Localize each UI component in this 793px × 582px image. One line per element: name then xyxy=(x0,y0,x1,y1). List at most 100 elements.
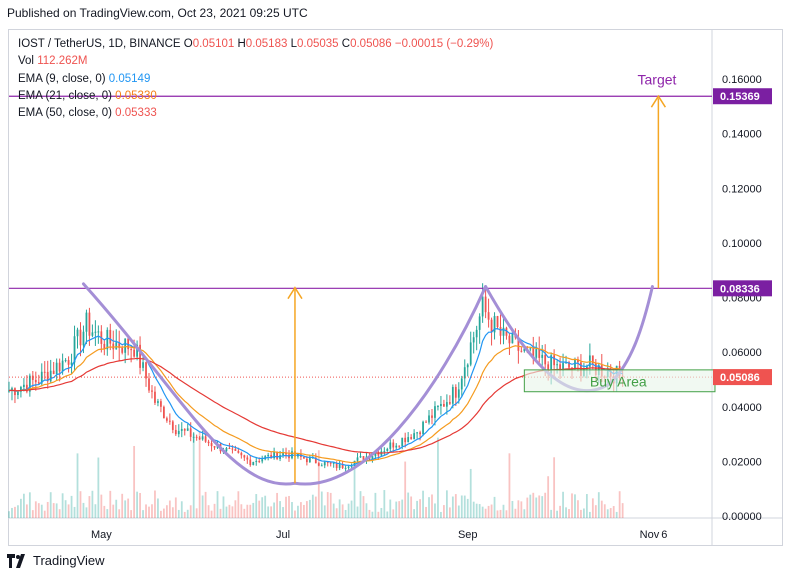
volume-bar xyxy=(490,504,493,518)
volume-bar xyxy=(279,501,281,518)
volume-bar xyxy=(520,501,523,518)
candle-body xyxy=(356,457,359,461)
candle-body xyxy=(246,457,249,460)
candle-body xyxy=(249,459,252,466)
candle-body xyxy=(43,371,46,373)
volume-bar xyxy=(499,509,502,518)
volume-bar xyxy=(544,492,547,518)
volume-bar xyxy=(591,498,594,518)
target-arrow-head xyxy=(287,286,303,300)
volume-bar xyxy=(25,504,28,518)
volume-bar xyxy=(380,507,383,518)
candle-body xyxy=(469,342,472,365)
candle-body xyxy=(523,348,526,352)
candle-body xyxy=(276,451,278,459)
candle-body xyxy=(568,362,570,368)
volume-bar xyxy=(207,505,210,518)
candle-body xyxy=(437,406,439,408)
volume-bar xyxy=(392,509,395,518)
candle-body xyxy=(64,360,67,362)
candle-body xyxy=(237,450,240,453)
volume-bar xyxy=(189,505,192,518)
volume-bar xyxy=(344,509,347,518)
volume-bar xyxy=(127,498,130,518)
candle-body xyxy=(130,349,133,351)
candle-body xyxy=(547,364,550,374)
candle-body xyxy=(234,449,237,451)
candle-body xyxy=(323,461,326,466)
candle-body xyxy=(398,445,401,447)
change-value: −0.00015 (−0.29%) xyxy=(394,38,494,50)
candle-body xyxy=(425,421,427,423)
volume-bar xyxy=(487,505,490,518)
volume-bar xyxy=(55,503,58,518)
volume-bar xyxy=(174,497,177,518)
volume-bar xyxy=(422,490,424,518)
y-tick-label: 0.14000 xyxy=(722,129,762,141)
volume-bar xyxy=(124,500,127,518)
x-tick-label: Sep xyxy=(458,529,478,541)
legend-ema21-row: EMA (21, close, 0) 0.05330 xyxy=(18,88,493,105)
candle-body xyxy=(314,457,317,464)
volume-bar xyxy=(70,495,73,518)
candle-body xyxy=(133,349,136,357)
y-tick-label: 0.04000 xyxy=(722,402,762,414)
candle-body xyxy=(189,428,192,437)
volume-bar xyxy=(472,501,475,518)
volume-bar xyxy=(255,494,258,518)
candle-body xyxy=(115,342,118,350)
candle-body xyxy=(165,418,168,421)
candle-body xyxy=(511,333,514,344)
candle-body xyxy=(252,461,255,466)
volume-bar xyxy=(61,493,64,518)
legend-volume-row: Vol 112.262M xyxy=(18,53,493,70)
cup-pattern-curve xyxy=(81,282,488,486)
candle-body xyxy=(136,344,138,357)
candle-body xyxy=(410,437,413,439)
candle-body xyxy=(484,296,487,313)
candle-body xyxy=(359,456,362,458)
volume-bar xyxy=(115,499,118,518)
volume-bar xyxy=(303,504,305,518)
volume-bar xyxy=(502,504,505,518)
volume-bar xyxy=(64,500,67,518)
volume-bar xyxy=(437,437,439,518)
volume-bar xyxy=(514,508,517,518)
volume-bar xyxy=(523,509,526,518)
close-label: C xyxy=(341,38,351,50)
candle-body xyxy=(431,415,433,418)
candle-body xyxy=(210,443,213,447)
x-tick-label: 6 xyxy=(661,529,667,541)
volume-bar xyxy=(374,492,377,518)
candle-body xyxy=(338,464,341,469)
volume-bar xyxy=(112,504,115,518)
volume-bar xyxy=(219,508,222,518)
volume-bar xyxy=(43,510,46,518)
volume-bar xyxy=(585,494,588,518)
close-value: 0.05086 xyxy=(350,38,392,50)
volume-bar xyxy=(79,491,82,518)
volume-bar xyxy=(618,491,621,518)
volume-bar xyxy=(353,460,356,518)
volume-bar xyxy=(469,468,472,518)
legend-ema9-row: EMA (9, close, 0) 0.05149 xyxy=(18,71,493,88)
candle-body xyxy=(428,415,430,423)
candle-body xyxy=(58,362,61,372)
candle-body xyxy=(25,384,28,392)
candle-body xyxy=(151,390,153,392)
footer-brand: TradingView xyxy=(33,553,105,568)
candle-body xyxy=(127,338,130,350)
candle-body xyxy=(454,386,457,398)
candle-body xyxy=(466,364,469,368)
candle-body xyxy=(91,332,94,336)
volume-bar xyxy=(571,493,573,518)
volume-bar xyxy=(526,497,529,518)
candle-body xyxy=(255,461,258,463)
volume-bar xyxy=(195,508,198,518)
candle-body xyxy=(404,437,407,443)
y-tick-label: 0.02000 xyxy=(722,456,762,468)
candle-body xyxy=(88,312,91,336)
volume-bar xyxy=(443,505,445,518)
ema21-value: 0.05330 xyxy=(115,89,157,102)
